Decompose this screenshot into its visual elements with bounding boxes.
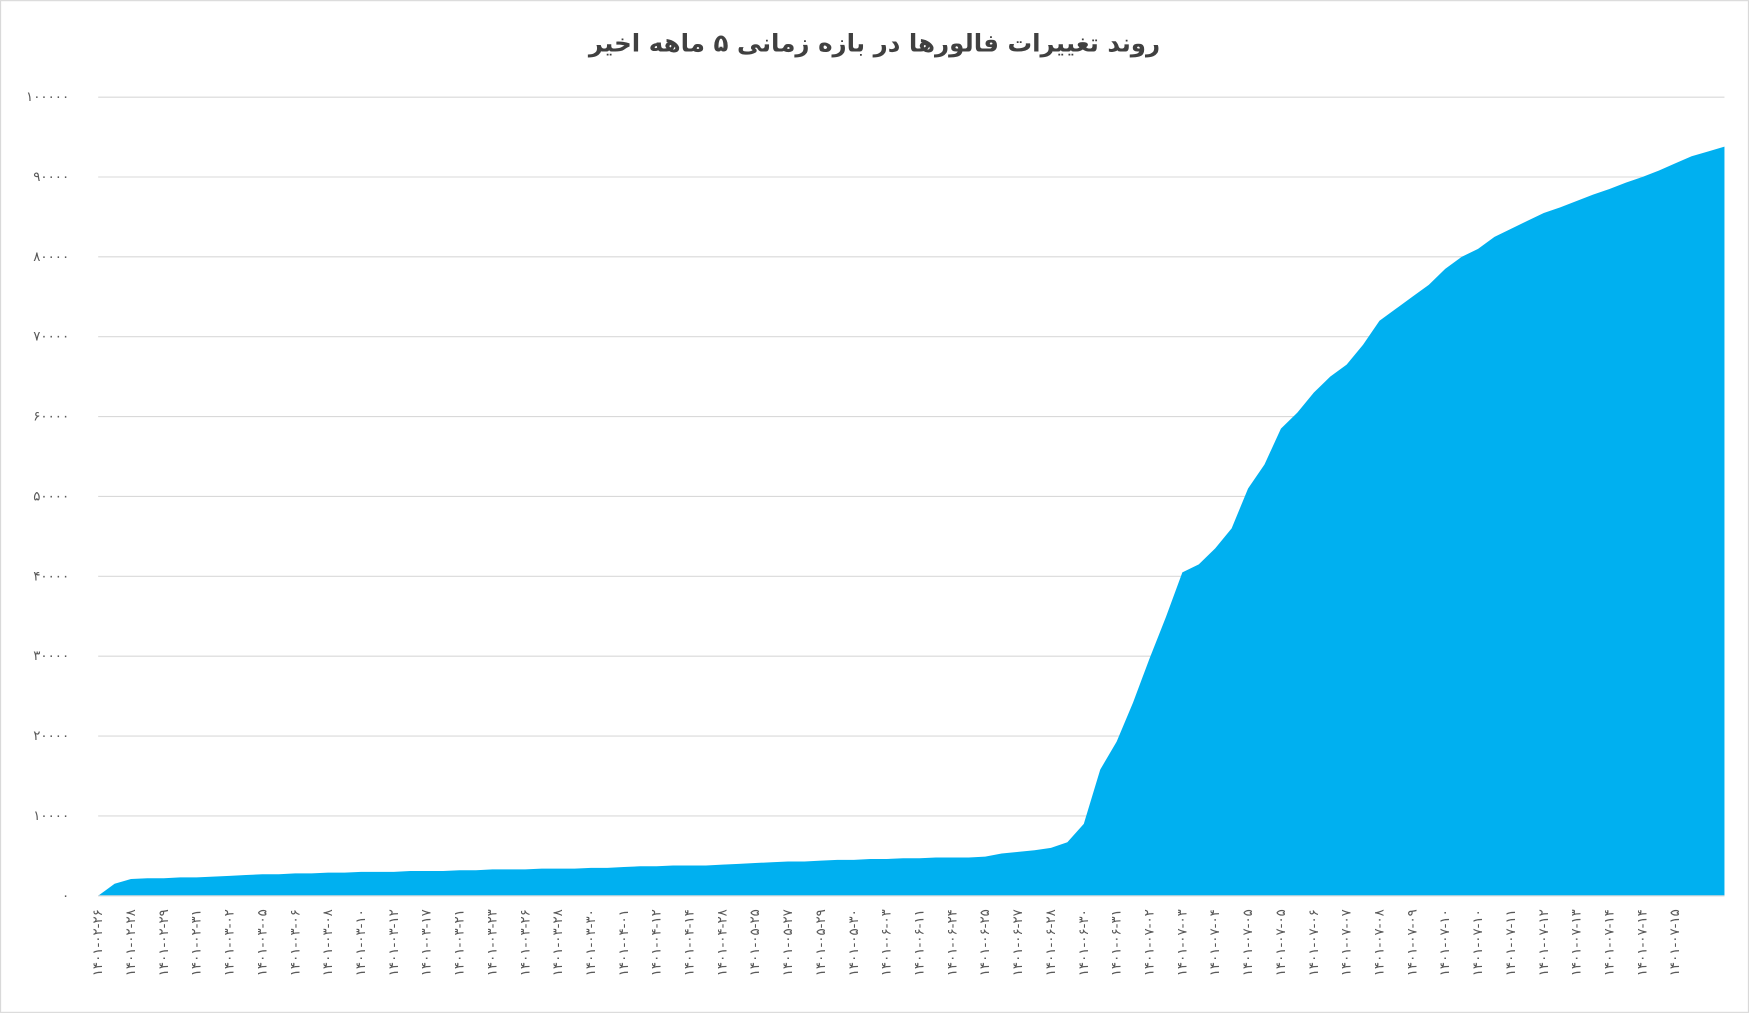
y-tick-label: ۴۰۰۰۰ (33, 569, 69, 584)
chart-title: روند تغییرات فالورها در بازه زمانی ۵ ماه… (587, 29, 1160, 59)
x-tick-label: ۱۴۰۱-۰۷-۱۲ (1537, 909, 1552, 976)
x-tick-label: ۱۴۰۱-۰۳-۰۵ (255, 909, 270, 976)
x-tick-label: ۱۴۰۱-۰۵-۳۰ (847, 909, 862, 976)
x-tick-label: ۱۴۰۱-۰۷-۱۳ (1570, 909, 1585, 976)
x-tick-label: ۱۴۰۱-۰۳-۲۳ (485, 909, 500, 976)
y-tick-label: ۱۰۰۰۰ (33, 809, 69, 824)
x-tick-label: ۱۴۰۱-۰۷-۰۵ (1241, 909, 1256, 976)
x-tick-label: ۱۴۰۱-۰۶-۲۴ (945, 909, 960, 976)
x-tick-label: ۱۴۰۱-۰۵-۲۵ (748, 909, 763, 976)
x-tick-label: ۱۴۰۱-۰۳-۳۰ (584, 909, 599, 976)
x-tick-label: ۱۴۰۱-۰۳-۱۰ (354, 909, 369, 976)
x-tick-label: ۱۴۰۱-۰۷-۰۴ (1208, 909, 1223, 976)
x-tick-label: ۱۴۰۱-۰۷-۰۶ (1307, 909, 1322, 976)
y-tick-label: ۱۰۰۰۰۰ (26, 90, 69, 105)
x-tick-label: ۱۴۰۱-۰۷-۰۵ (1274, 909, 1289, 976)
x-tick-label: ۱۴۰۱-۰۴-۱۴ (683, 909, 698, 976)
x-tick-label: ۱۴۰۱-۰۳-۱۲ (387, 909, 402, 976)
y-tick-label: ۸۰۰۰۰ (33, 250, 69, 265)
x-tick-label: ۱۴۰۱-۰۲-۲۹ (157, 909, 172, 976)
x-tick-label: ۱۴۰۱-۰۶-۲۵ (978, 909, 993, 976)
y-tick-label: ۳۰۰۰۰ (33, 649, 69, 664)
y-tick-label: ۷۰۰۰۰ (33, 330, 69, 345)
x-tick-label: ۱۴۰۱-۰۶-۳۱ (1110, 909, 1125, 976)
x-tick-label: ۱۴۰۱-۰۴-۰۱ (617, 909, 632, 976)
y-tick-label: ۹۰۰۰۰ (33, 170, 69, 185)
x-tick-label: ۱۴۰۱-۰۷-۱۵ (1668, 909, 1683, 976)
x-tick-label: ۱۴۰۱-۰۶-۲۸ (1044, 909, 1059, 976)
x-tick-label: ۱۴۰۱-۰۲-۳۱ (190, 909, 205, 976)
x-tick-label: ۱۴۰۱-۰۷-۱۰ (1471, 909, 1486, 976)
x-tick-label: ۱۴۰۱-۰۷-۰۳ (1175, 909, 1190, 976)
x-tick-label: ۱۴۰۱-۰۶-۲۷ (1011, 909, 1026, 976)
x-tick-label: ۱۴۰۱-۰۷-۱۰ (1438, 909, 1453, 976)
x-tick-label: ۱۴۰۱-۰۷-۱۱ (1504, 909, 1519, 976)
x-tick-label: ۱۴۰۱-۰۷-۱۴ (1602, 909, 1617, 976)
area (98, 146, 1725, 896)
y-tick-label: ۲۰۰۰۰ (33, 729, 69, 744)
x-tick-label: ۱۴۰۱-۰۵-۲۹ (814, 909, 829, 976)
x-tick-label: ۱۴۰۱-۰۳-۲۶ (518, 909, 533, 976)
x-tick-label: ۱۴۰۱-۰۶-۰۳ (880, 909, 895, 976)
y-tick-label: ۰ (62, 889, 69, 904)
y-tick-label: ۶۰۰۰۰ (33, 410, 69, 425)
x-tick-label: ۱۴۰۱-۰۵-۲۷ (781, 909, 796, 976)
x-tick-label: ۱۴۰۱-۰۳-۰۶ (288, 909, 303, 976)
x-tick-label: ۱۴۰۱-۰۶-۳۰ (1077, 909, 1092, 976)
x-tick-label: ۱۴۰۱-۰۳-۰۲ (223, 909, 238, 976)
x-tick-label: ۱۴۰۱-۰۳-۰۸ (321, 909, 336, 976)
x-tick-label: ۱۴۰۱-۰۶-۱۱ (913, 909, 928, 976)
y-tick-label: ۵۰۰۰۰ (33, 489, 69, 504)
x-tick-label: ۱۴۰۱-۰۲-۲۶ (91, 909, 106, 976)
x-tick-label: ۱۴۰۱-۰۷-۰۹ (1405, 909, 1420, 976)
x-tick-label: ۱۴۰۱-۰۷-۱۴ (1635, 909, 1650, 976)
x-tick-label: ۱۴۰۱-۰۷-۰۸ (1372, 909, 1387, 976)
x-tick-label: ۱۴۰۱-۰۴-۲۸ (715, 909, 730, 976)
x-tick-label: ۱۴۰۱-۰۲-۲۸ (124, 909, 139, 976)
x-tick-label: ۱۴۰۱-۰۳-۱۷ (420, 909, 435, 976)
x-tick-label: ۱۴۰۱-۰۴-۱۲ (650, 909, 665, 976)
x-tick-label: ۱۴۰۱-۰۳-۲۱ (453, 909, 468, 976)
x-tick-label: ۱۴۰۱-۰۳-۲۸ (551, 909, 566, 976)
x-tick-label: ۱۴۰۱-۰۷-۰۲ (1143, 909, 1158, 976)
x-tick-label: ۱۴۰۱-۰۷-۰۷ (1340, 909, 1355, 976)
